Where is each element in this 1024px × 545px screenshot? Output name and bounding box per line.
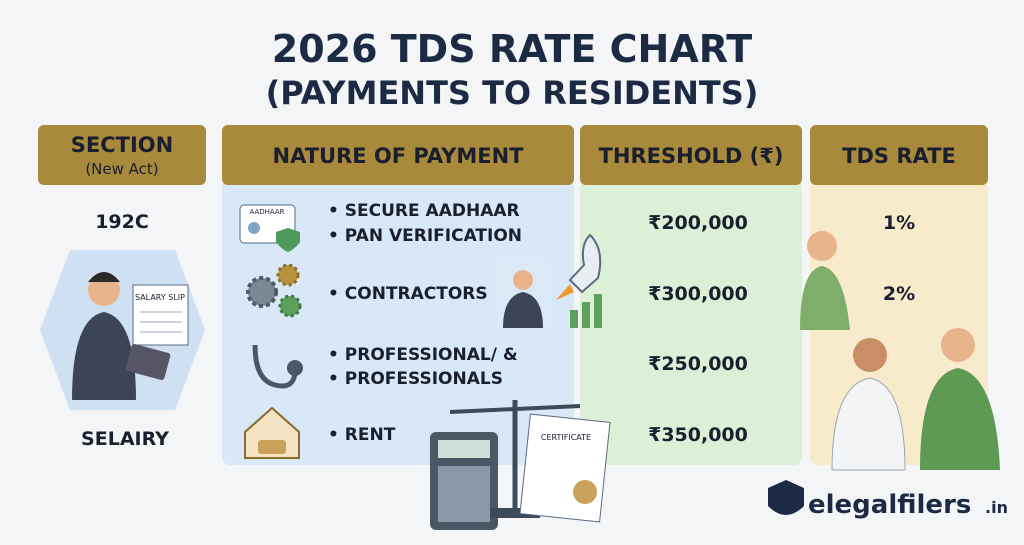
- scale-beam: [449, 404, 581, 414]
- threshold-value: ₹300,000: [648, 283, 748, 305]
- header-cell: [580, 125, 802, 185]
- tablet: [125, 343, 171, 381]
- gear: [276, 263, 300, 287]
- header-cell: [810, 125, 988, 185]
- person-body: [800, 266, 850, 330]
- rate-value: 1%: [883, 212, 915, 234]
- card-photo: [248, 222, 260, 234]
- shield: [276, 228, 300, 252]
- nature-column-bg: [222, 180, 574, 465]
- header-label: TDS RATE: [842, 144, 956, 168]
- logo-suffix: .in: [985, 498, 1008, 517]
- sofa: [258, 440, 286, 454]
- person-head: [941, 328, 975, 362]
- growth-bar: [570, 310, 578, 328]
- section-label: SELAIRY: [81, 428, 169, 450]
- slip-label: SALARY SLIP: [135, 293, 185, 302]
- header-label: SECTION: [71, 133, 173, 157]
- stethoscope-bell: [287, 360, 303, 376]
- nature-label: • PAN VERIFICATION: [328, 226, 522, 246]
- certificate-label: CERTIFICATE: [541, 433, 591, 442]
- header-label: NATURE OF PAYMENT: [273, 144, 525, 168]
- header-label: THRESHOLD (₹): [599, 144, 784, 168]
- calculator-keys: [438, 466, 490, 522]
- salary-slip: [132, 284, 189, 346]
- nature-label: • PROFESSIONALS: [328, 369, 503, 389]
- rocket-flame: [556, 284, 574, 300]
- title: 2026 TDS RATE CHART: [272, 27, 753, 71]
- rocket: [568, 233, 602, 294]
- section-label: 192C: [95, 211, 149, 233]
- header-note: (New Act): [85, 160, 158, 178]
- calculator-screen: [438, 440, 490, 458]
- logo-text: elegalfilers: [808, 490, 971, 520]
- threshold-value: ₹250,000: [648, 353, 748, 375]
- scale-base: [490, 508, 540, 518]
- person-head: [513, 270, 533, 290]
- person-body: [72, 312, 136, 400]
- doctor-head: [853, 338, 887, 372]
- threshold-value: ₹200,000: [648, 212, 748, 234]
- growth-bar: [582, 302, 590, 328]
- nature-label: • PROFESSIONAL/ &: [328, 345, 518, 365]
- nature-label: • SECURE AADHAAR: [328, 201, 520, 221]
- stethoscope: [252, 344, 298, 389]
- person-body: [920, 368, 1000, 470]
- seal: [573, 480, 597, 504]
- person-head: [807, 231, 837, 261]
- person-body: [503, 292, 543, 328]
- logo-shield: [768, 480, 804, 515]
- header-cell: [222, 125, 574, 185]
- nature-label: • CONTRACTORS: [328, 284, 488, 304]
- subtitle: (PAYMENTS TO RESIDENTS): [266, 74, 759, 112]
- threshold-column-bg: [580, 180, 802, 465]
- threshold-value: ₹350,000: [648, 424, 748, 446]
- gear: [278, 294, 302, 318]
- rate-value: 2%: [883, 283, 915, 305]
- doctor-coat: [831, 377, 906, 471]
- growth-bar: [594, 294, 602, 328]
- nature-label: • RENT: [328, 425, 396, 445]
- gear: [246, 276, 278, 308]
- person-hair: [88, 272, 120, 282]
- card-label: AADHAAR: [249, 208, 284, 216]
- header-cell: [38, 125, 206, 185]
- certificate: [519, 413, 611, 523]
